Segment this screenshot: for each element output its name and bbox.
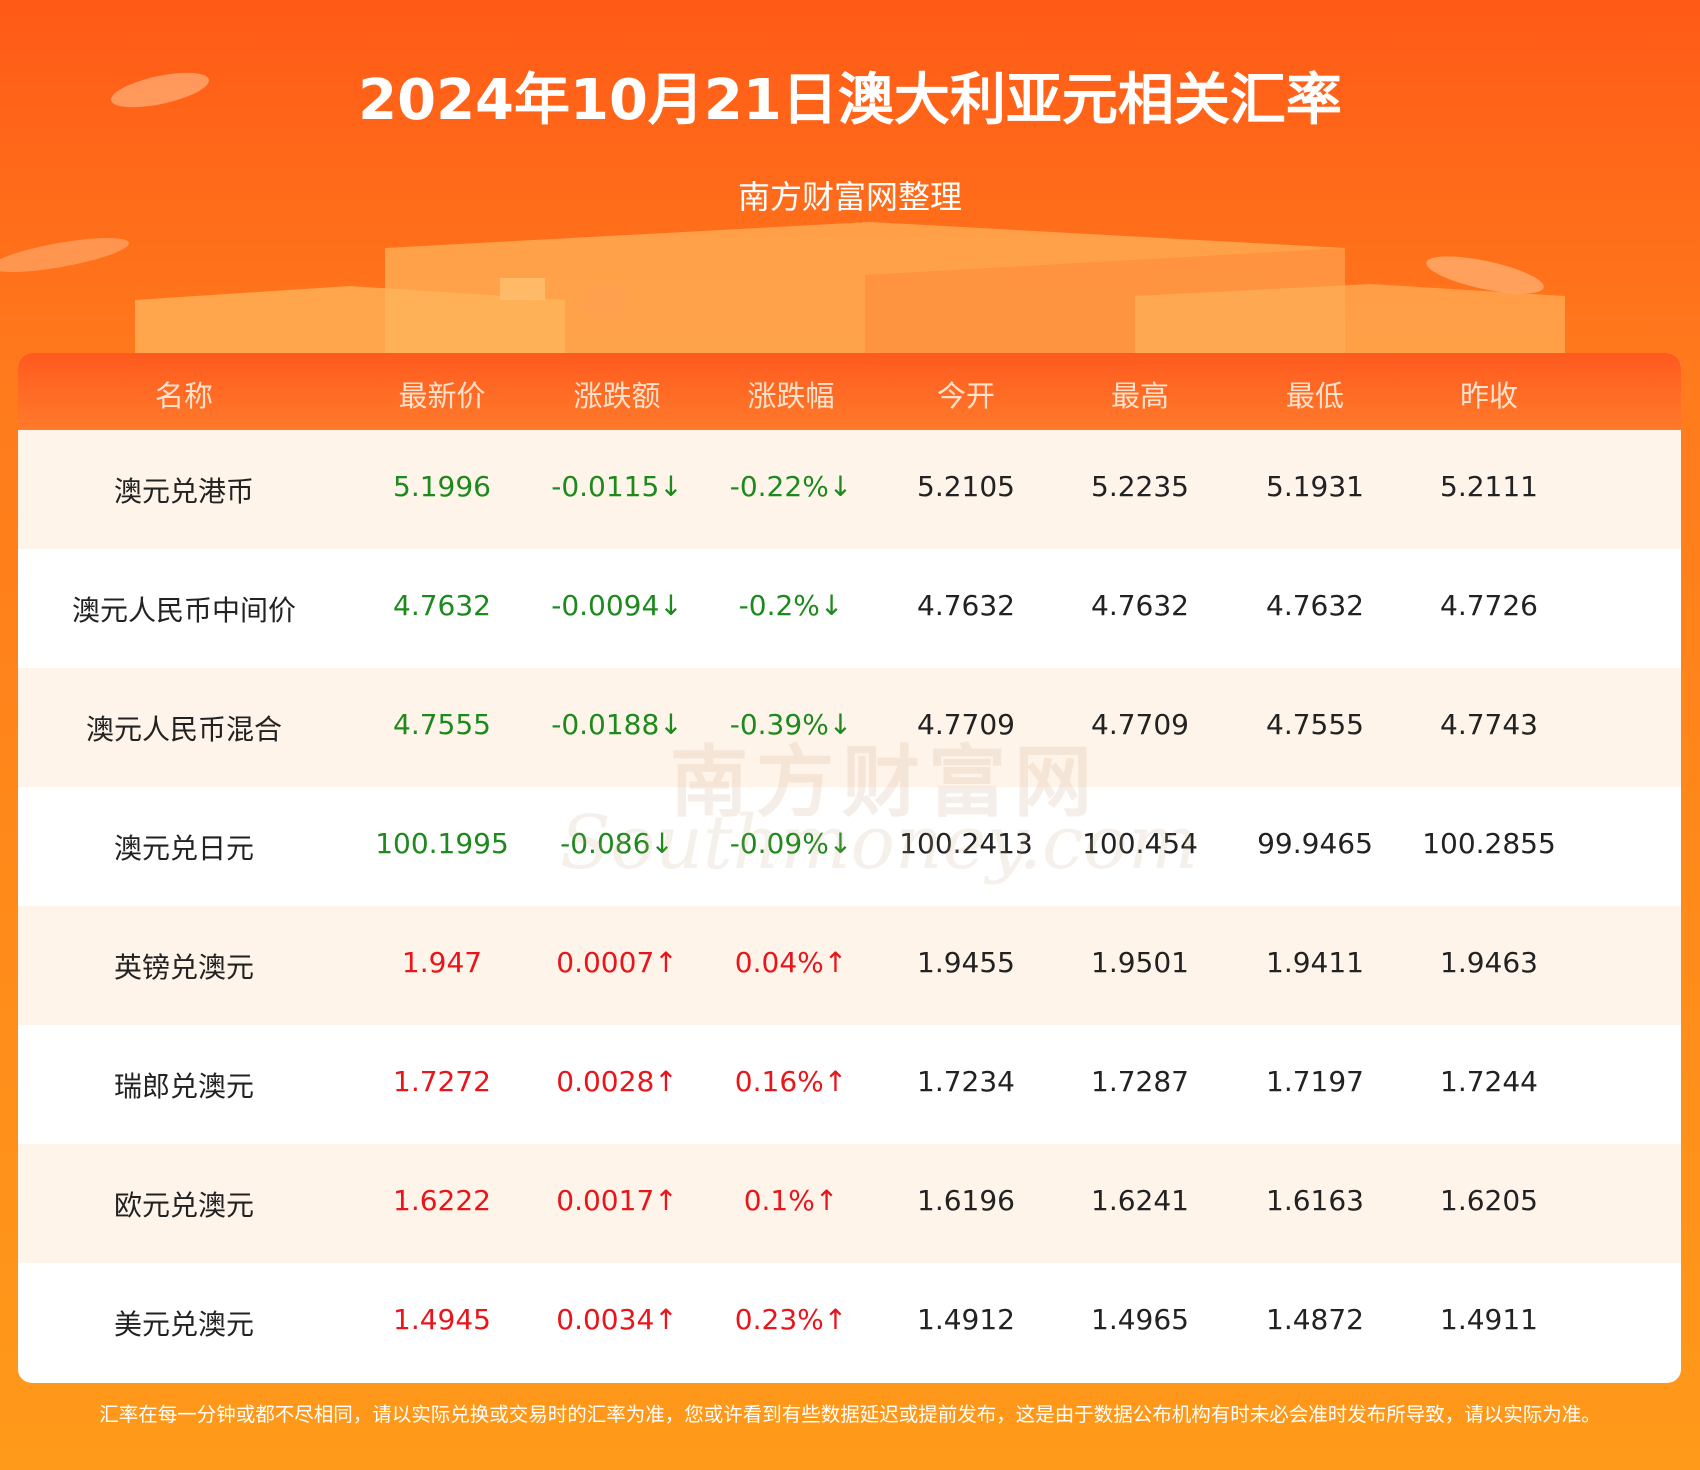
cell-value: 100.2413: [899, 827, 1033, 860]
row-name: 澳元兑日元: [113, 832, 255, 865]
cell-value: 4.7632: [393, 589, 491, 622]
cell-value: 4.7555: [393, 708, 491, 741]
table: 名称 最新价 涨跌额 涨跌幅 今开 最高 最低 昨收 澳元兑港币 5.1996 -0.0115↓ -…: [18, 353, 1681, 1383]
table-row: 澳元兑港币 5.1996 -0.0115↓ -0.22%↓ 5.2105 5.2235 5.…: [18, 430, 1681, 549]
cell-value: -0.0115↓: [551, 470, 683, 503]
watermark: 南方财富网: [670, 738, 1101, 828]
cell-value: 1.7234: [917, 1065, 1015, 1098]
cell-value: 1.7197: [1266, 1065, 1364, 1098]
cell-value: 1.4872: [1266, 1303, 1364, 1336]
cell-value: 0.0034↑: [556, 1303, 678, 1336]
cell-value: 1.4912: [917, 1303, 1015, 1336]
watermark: Southmoney.com: [560, 800, 1199, 886]
background-decor: [0, 72, 1565, 360]
table-row: 澳元兑日元 100.1995 -0.086↓ -0.09%↓ 100.2413 100.4…: [18, 787, 1681, 906]
cell-value: 0.0017↑: [556, 1184, 678, 1217]
cell-value: 4.7555: [1266, 708, 1364, 741]
column-header: 涨跌额: [573, 379, 661, 413]
cell-value: 4.7743: [1440, 708, 1538, 741]
cell-value: 100.1995: [375, 827, 509, 860]
column-header: 涨跌幅: [747, 379, 835, 413]
cell-value: 1.9463: [1440, 946, 1538, 979]
cell-value: 1.6241: [1091, 1184, 1189, 1217]
cell-value: 1.4965: [1091, 1303, 1189, 1336]
cell-value: -0.0094↓: [551, 589, 683, 622]
cell-value: 99.9465: [1257, 827, 1373, 860]
cell-value: -0.39%↓: [729, 708, 853, 741]
cell-value: 5.2111: [1440, 470, 1538, 503]
cell-value: 1.4945: [393, 1303, 491, 1336]
cell-value: 100.2855: [1422, 827, 1556, 860]
cell-value: 4.7726: [1440, 589, 1538, 622]
cell-value: -0.0188↓: [551, 708, 683, 741]
row-name: 英镑兑澳元: [113, 951, 255, 984]
cell-value: -0.09%↓: [729, 827, 853, 860]
table-row: 瑞郎兑澳元 1.7272 0.0028↑ 0.16%↑ 1.7234 1.7287 1.71…: [18, 1025, 1681, 1144]
cell-value: -0.22%↓: [729, 470, 853, 503]
cell-value: -0.2%↓: [738, 589, 844, 622]
cell-value: 0.0028↑: [556, 1065, 678, 1098]
subtitle: 南方财富网整理: [737, 178, 962, 216]
column-header: 最高: [1110, 379, 1170, 413]
row-name: 澳元人民币中间价: [71, 594, 297, 627]
cell-value: 1.6205: [1440, 1184, 1538, 1217]
table-header: 名称 最新价 涨跌额 涨跌幅 今开 最高 最低 昨收: [18, 353, 1681, 430]
cell-value: 1.6163: [1266, 1184, 1364, 1217]
cell-value: -0.086↓: [560, 827, 674, 860]
cell-value: 4.7632: [1266, 589, 1364, 622]
table-row: 欧元兑澳元 1.6222 0.0017↑ 0.1%↑ 1.6196 1.6241 1.616…: [18, 1144, 1681, 1263]
cell-value: 1.4911: [1440, 1303, 1538, 1336]
row-name: 欧元兑澳元: [113, 1189, 255, 1222]
cell-value: 1.9411: [1266, 946, 1364, 979]
column-header: 名称: [154, 379, 214, 413]
cell-value: 1.947: [401, 946, 483, 979]
row-name: 瑞郎兑澳元: [113, 1070, 255, 1103]
row-name: 美元兑澳元: [113, 1308, 255, 1341]
column-header: 今开: [936, 379, 996, 413]
cell-value: 0.23%↑: [734, 1303, 848, 1336]
cell-value: 0.1%↑: [743, 1184, 839, 1217]
cell-value: 1.6196: [917, 1184, 1015, 1217]
cell-value: 0.16%↑: [734, 1065, 848, 1098]
title: 2024年10月21日澳大利亚元相关汇率: [358, 68, 1342, 133]
table-row: 英镑兑澳元 1.947 0.0007↑ 0.04%↑ 1.9455 1.9501 1.941…: [18, 906, 1681, 1025]
cell-value: 5.1996: [393, 470, 491, 503]
cell-value: 1.7244: [1440, 1065, 1538, 1098]
cell-value: 100.454: [1082, 827, 1198, 860]
cell-value: 1.7272: [393, 1065, 491, 1098]
column-header: 最新价: [398, 379, 486, 413]
cell-value: 5.2235: [1091, 470, 1189, 503]
cell-value: 4.7632: [1091, 589, 1189, 622]
table-row: 澳元人民币混合 4.7555 -0.0188↓ -0.39%↓ 4.7709 4.7709…: [18, 668, 1681, 787]
cell-value: 1.9501: [1091, 946, 1189, 979]
row-name: 澳元兑港币: [113, 475, 255, 508]
cell-value: 1.6222: [393, 1184, 491, 1217]
cell-value: 0.04%↑: [734, 946, 848, 979]
column-header: 最低: [1285, 379, 1345, 413]
cell-value: 4.7632: [917, 589, 1015, 622]
table-row: 澳元人民币中间价 4.7632 -0.0094↓ -0.2%↓ 4.7632 4.7632…: [18, 549, 1681, 668]
row-name: 澳元人民币混合: [85, 713, 283, 746]
cell-value: 5.1931: [1266, 470, 1364, 503]
table-row: 美元兑澳元 1.4945 0.0034↑ 0.23%↑ 1.4912 1.4965 1.48…: [18, 1263, 1681, 1382]
cell-value: 0.0007↑: [556, 946, 678, 979]
cell-value: 4.7709: [917, 708, 1015, 741]
cell-value: 1.9455: [917, 946, 1015, 979]
footer-note: 汇率在每一分钟或都不尽相同，请以实际兑换或交易时的汇率为准，您或许看到有些数据延…: [99, 1403, 1601, 1426]
cell-value: 1.7287: [1091, 1065, 1189, 1098]
cell-value: 4.7709: [1091, 708, 1189, 741]
column-header: 昨收: [1459, 379, 1519, 413]
cell-value: 5.2105: [917, 470, 1015, 503]
